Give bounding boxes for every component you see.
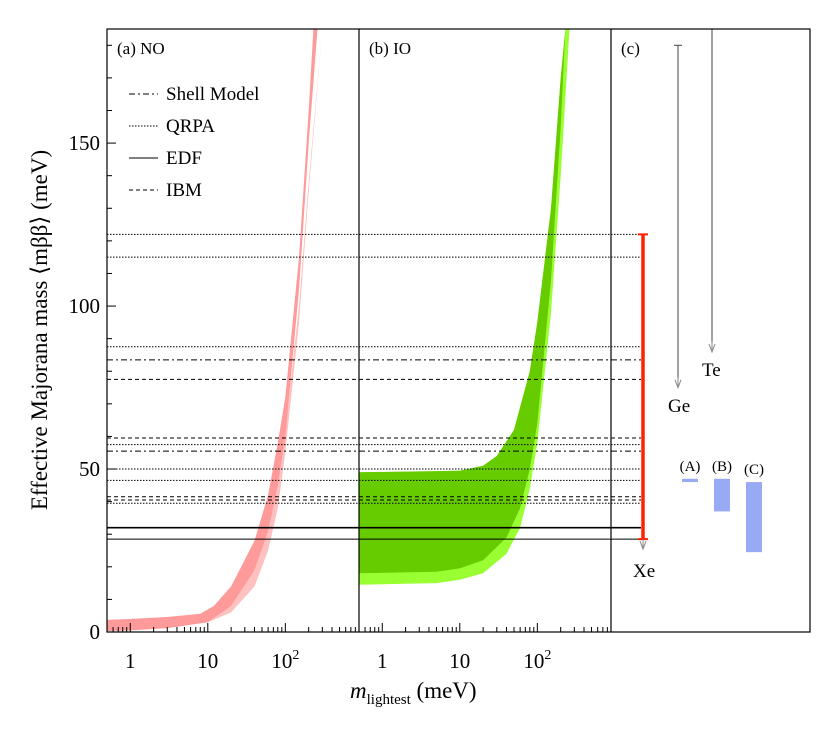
projection-label: (B) (712, 459, 732, 475)
band-io-1 (359, 29, 566, 574)
y-tick-label: 50 (79, 457, 100, 481)
projection-label: (A) (680, 459, 701, 475)
panel-b-label: (b) IO (369, 39, 411, 58)
projection-bar (682, 478, 698, 483)
experiment-labels: Xe Ge Te (A) (B) (C) (633, 360, 764, 582)
legend: Shell Model QRPA EDF IBM (129, 84, 259, 201)
x-tick-label: 1 (125, 649, 136, 673)
projection-label: (C) (744, 462, 764, 478)
legend-label: IBM (166, 180, 202, 201)
x-tick-label: 10 (449, 649, 470, 673)
panel-a-label: (a) NO (117, 39, 165, 58)
x-axis-label: mlightest (meV) (350, 678, 477, 708)
io-band-group (359, 29, 570, 585)
limit-label-te: Te (702, 360, 721, 381)
frame-outer (106, 28, 811, 633)
projection-bar (714, 478, 730, 512)
x-tick-label: 10 (197, 649, 218, 673)
x-axis-label-main: m (350, 678, 367, 703)
y-tick-label: 100 (69, 294, 101, 318)
limit-label-xe: Xe (633, 561, 655, 582)
axis-ticks: 0 50 100 150 1 10 102 1 10 102 (69, 44, 608, 673)
projection-bar (746, 482, 762, 553)
panel-c-group (638, 28, 762, 553)
plot-frame (106, 28, 811, 633)
x-tick-label: 102 (523, 648, 551, 673)
x-axis-label-sub: lightest (367, 692, 412, 708)
legend-label: QRPA (166, 116, 215, 137)
y-tick-label: 150 (69, 131, 101, 155)
legend-label: EDF (166, 148, 202, 169)
nme-line-group (107, 233, 641, 540)
limit-label-ge: Ge (668, 396, 690, 417)
y-axis-label: Effective Majorana mass ⟨mββ⟩ (meV) (27, 150, 52, 510)
x-tick-label: 102 (271, 648, 299, 673)
y-tick-label: 0 (90, 620, 101, 644)
panel-c-label: (c) (621, 39, 640, 58)
x-axis-label-unit: (meV) (411, 678, 477, 703)
x-tick-label: 1 (377, 649, 388, 673)
legend-label: Shell Model (166, 84, 259, 105)
